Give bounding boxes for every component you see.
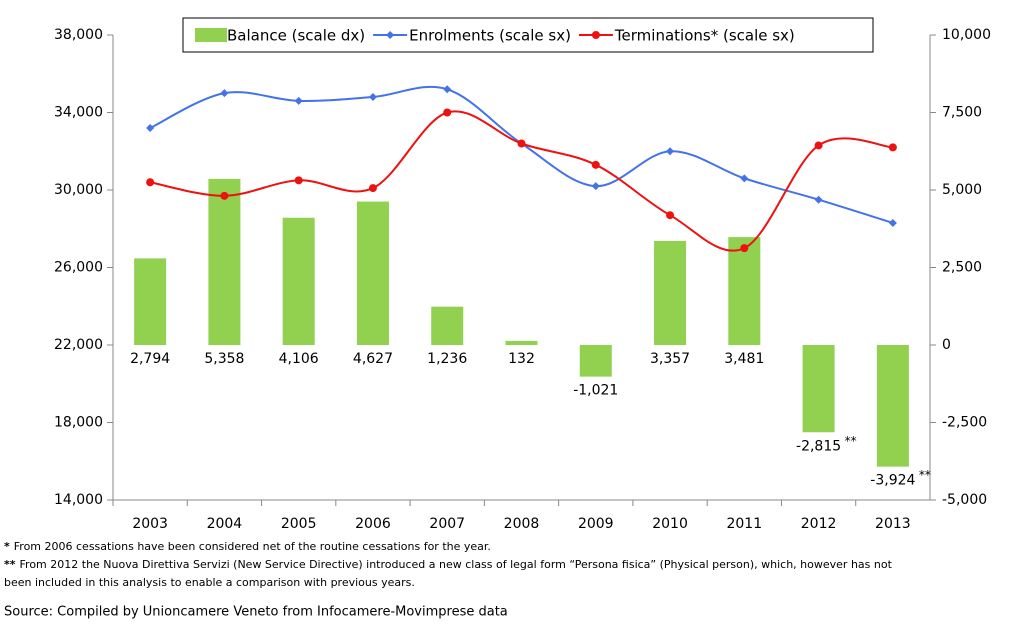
y-tick-label: 14,000: [54, 492, 103, 508]
marker: [220, 191, 229, 200]
y2-tick-label: -2,500: [942, 415, 987, 431]
marker: [888, 218, 897, 227]
note-marker: *: [4, 540, 10, 553]
y-tick-label: 38,000: [54, 27, 103, 43]
marker: [591, 160, 600, 169]
data-label: -2,815: [796, 438, 841, 454]
marker: [294, 176, 303, 185]
legend-marker: [591, 31, 600, 39]
x-tick-label: 2003: [132, 516, 168, 532]
legend: [182, 17, 874, 53]
y-tick-label: 34,000: [54, 105, 103, 121]
data-label: 4,627: [353, 351, 393, 367]
marker: [814, 141, 823, 150]
y-tick-label: 22,000: [54, 337, 103, 353]
data-label: 1,236: [427, 351, 467, 367]
bar: [356, 201, 389, 345]
marker: [740, 174, 749, 183]
marker: [814, 195, 823, 204]
marker: [443, 85, 452, 94]
line: [149, 85, 894, 224]
marker: [368, 93, 377, 101]
marker: [146, 124, 155, 132]
marker: [146, 178, 155, 187]
y2-tick-label: 7,500: [942, 105, 982, 121]
x-tick-label: 2013: [875, 516, 911, 532]
y-tick-label: 30,000: [54, 182, 103, 198]
marker: [591, 182, 600, 191]
bar: [282, 217, 315, 345]
x-tick-label: 2010: [652, 516, 688, 532]
bar: [876, 345, 909, 467]
y2-tick-label: 2,500: [942, 260, 982, 276]
marker: [666, 211, 675, 220]
x-tick-label: 2012: [801, 516, 837, 532]
data-label: 4,106: [279, 351, 319, 367]
source: Source: Compiled by Unioncamere Veneto f…: [4, 605, 508, 620]
bar: [579, 345, 612, 377]
bar: [728, 237, 761, 345]
data-label: 5,358: [204, 351, 244, 367]
bar: [505, 340, 538, 345]
marker: [368, 184, 377, 193]
data-label-note: **: [845, 434, 857, 448]
data-label: 132: [508, 351, 535, 367]
y-tick-label: 26,000: [54, 260, 103, 276]
y2-tick-label: 0: [942, 337, 951, 353]
x-tick-label: 2005: [281, 516, 317, 532]
note: From 2006 cessations have been considere…: [14, 540, 491, 553]
data-label-note: **: [919, 468, 931, 482]
marker: [888, 143, 897, 152]
legend-label: Enrolments (scale sx): [409, 27, 571, 45]
marker: [443, 108, 452, 117]
legend-swatch: [195, 28, 227, 42]
y-tick-label: 18,000: [54, 415, 103, 431]
marker: [740, 244, 749, 253]
legend-marker: [386, 31, 395, 39]
data-label: 3,357: [650, 351, 690, 367]
bar: [654, 240, 687, 345]
note: From 2012 the Nuova Direttiva Servizi (N…: [20, 558, 893, 571]
bar: [208, 178, 241, 345]
data-label: -3,924: [870, 473, 915, 489]
y2-tick-label: 5,000: [942, 182, 982, 198]
legend-label: Balance (scale dx): [227, 27, 365, 45]
data-label: 3,481: [724, 351, 764, 367]
marker: [517, 139, 526, 148]
data-label: -1,021: [573, 383, 618, 399]
marker: [666, 147, 675, 156]
x-tick-label: 2009: [578, 516, 614, 532]
bar: [134, 258, 167, 345]
legend-label: Terminations* (scale sx): [614, 27, 795, 45]
y2-tick-label: 10,000: [942, 27, 991, 43]
x-tick-label: 2011: [726, 516, 762, 532]
note: been included in this analysis to enable…: [4, 576, 415, 589]
x-tick-label: 2007: [429, 516, 465, 532]
y2-tick-label: -5,000: [942, 492, 987, 508]
marker: [294, 96, 303, 105]
bar: [802, 345, 835, 433]
x-tick-label: 2004: [207, 516, 243, 532]
x-tick-label: 2006: [355, 516, 391, 532]
data-label: 2,794: [130, 351, 170, 367]
marker: [220, 89, 229, 98]
line: [149, 110, 893, 252]
note-marker: **: [4, 558, 16, 571]
bar: [431, 306, 464, 345]
x-tick-label: 2008: [504, 516, 540, 532]
